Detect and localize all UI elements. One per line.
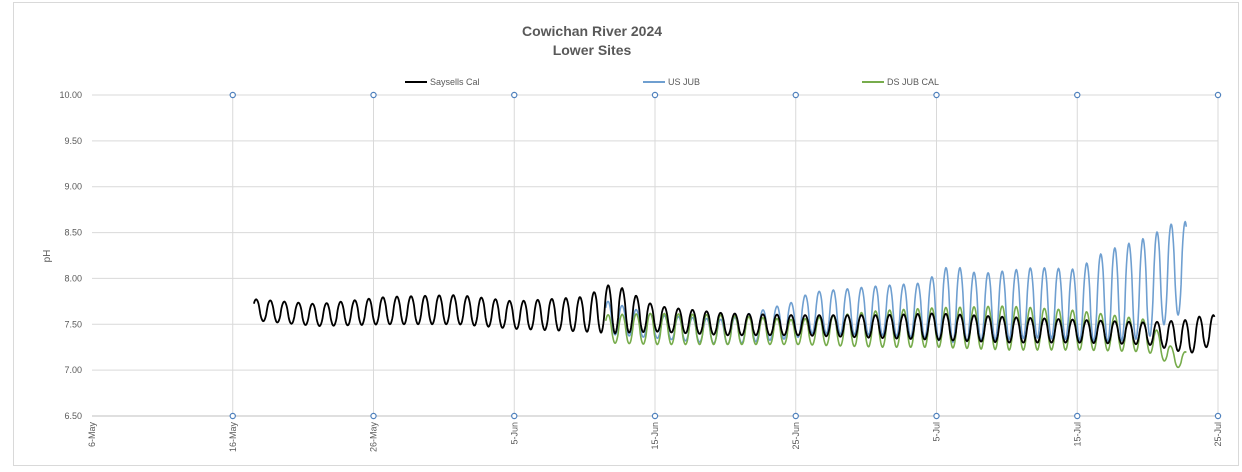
y-tick-label: 9.50 [64,136,82,146]
series-line-1 [604,220,1188,345]
grid-marker-top [370,91,377,99]
grid-marker-bottom [1214,412,1222,420]
grid-marker-bottom [511,412,518,420]
grid-marker-top [933,91,940,99]
legend-label-0: Saysells Cal [430,77,480,87]
grid-marker-bottom [370,412,377,420]
x-tick-label: 25-Jun [791,422,801,450]
series-lines [253,220,1216,369]
x-tick-labels: 6-May 16-May 26-May 5-Jun 15-Jun 25-Jun 5-Jul 1… [87,422,1223,453]
y-tick-label: 7.50 [64,319,82,329]
grid-marker-bottom [1074,412,1081,420]
grid-marker-top [651,91,659,99]
y-tick-label: 8.50 [64,228,82,238]
grid-marker-bottom [792,412,799,420]
x-tick-label: 15-Jun [650,422,660,450]
x-tick-label: 26-May [369,422,379,453]
x-tick-label: 25-Jul [1213,422,1223,447]
chart-title: Cowichan River 2024 [522,23,662,39]
grid-marker-top [511,91,518,99]
x-tick-label: 15-Jul [1072,422,1082,447]
y-tick-label: 8.00 [64,273,82,283]
x-tick-label: 5-Jul [932,422,942,442]
grid-markers [229,91,1222,420]
legend: Saysells Cal US JUB DS JUB CAL [405,77,939,87]
legend-label-2: DS JUB CAL [887,77,939,87]
x-tick-label: 6-May [87,422,97,448]
grid-marker-bottom [651,412,659,420]
y-tick-label: 10.00 [59,90,82,100]
series-line-0 [253,284,1216,354]
chart-border [13,2,1239,466]
x-tick-label: 16-May [228,422,238,453]
grid-marker-top [1214,91,1222,99]
y-tick-label: 9.00 [64,182,82,192]
grid-marker-top [229,91,236,99]
y-tick-labels: 6.50 7.00 7.50 8.00 8.50 9.00 9.50 10.00 [59,90,82,421]
grid-marker-bottom [933,412,940,420]
grid-lines [92,94,1219,417]
x-tick-label: 5-Jun [509,422,519,445]
grid-marker-top [792,91,799,99]
grid-marker-top [1074,91,1081,99]
y-tick-label: 7.00 [64,365,82,375]
legend-label-1: US JUB [668,77,700,87]
chart-subtitle: Lower Sites [553,42,632,58]
grid-marker-bottom [229,412,236,420]
y-axis-label: pH [42,250,53,263]
y-tick-label: 6.50 [64,411,82,421]
